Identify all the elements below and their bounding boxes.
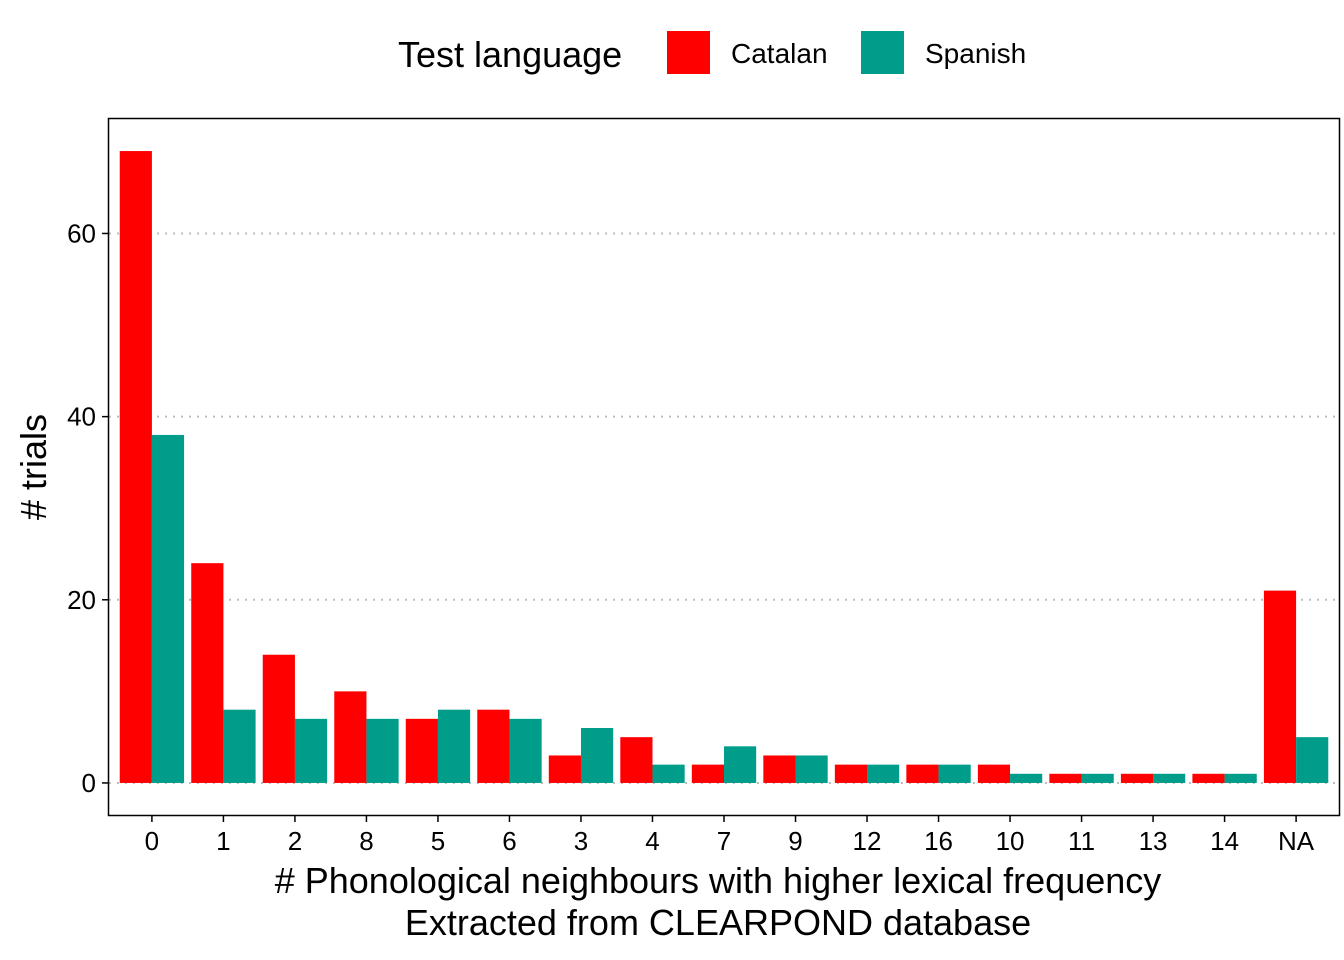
bar-spanish-16 bbox=[938, 764, 971, 783]
x-tick-label-12: 12 bbox=[853, 826, 882, 856]
x-tick-label-10: 10 bbox=[996, 826, 1025, 856]
bar-catalan-5 bbox=[405, 718, 438, 783]
y-axis-title: # trials bbox=[13, 414, 54, 520]
bar-catalan-12 bbox=[834, 764, 868, 783]
bar-catalan-11 bbox=[1049, 773, 1082, 783]
bar-catalan-9 bbox=[763, 755, 796, 783]
x-tick-label-9: 9 bbox=[788, 826, 802, 856]
legend-title: Test language bbox=[398, 34, 622, 75]
bar-catalan-3 bbox=[548, 755, 581, 783]
bar-spanish-1 bbox=[223, 709, 256, 783]
bar-spanish-2 bbox=[294, 718, 328, 783]
x-axis-title: # Phonological neighbours with higher le… bbox=[275, 860, 1162, 901]
bar-spanish-7 bbox=[724, 746, 757, 783]
x-tick-label-0: 0 bbox=[145, 826, 159, 856]
legend-swatch-spanish bbox=[861, 31, 904, 74]
legend-label-catalan: Catalan bbox=[731, 38, 828, 69]
x-axis-subtitle: Extracted from CLEARPOND database bbox=[405, 902, 1031, 943]
bar-catalan-16 bbox=[906, 764, 939, 783]
bar-spanish-11 bbox=[1081, 773, 1114, 783]
legend-swatch-catalan bbox=[667, 31, 710, 74]
bar-spanish-NA bbox=[1296, 737, 1329, 783]
bar-catalan-2 bbox=[262, 654, 295, 783]
bar-spanish-8 bbox=[366, 718, 399, 783]
y-tick-label-40: 40 bbox=[67, 402, 96, 432]
bar-catalan-NA bbox=[1263, 590, 1297, 783]
y-axis: 0 20 40 60 bbox=[67, 218, 109, 798]
legend-label-spanish: Spanish bbox=[925, 38, 1026, 69]
bar-spanish-3 bbox=[580, 728, 614, 783]
bar-spanish-9 bbox=[795, 755, 828, 783]
bar-spanish-0 bbox=[151, 434, 185, 783]
bar-spanish-14 bbox=[1224, 773, 1257, 783]
bar-catalan-1 bbox=[191, 563, 224, 783]
bar-spanish-13 bbox=[1153, 773, 1186, 783]
bar-catalan-6 bbox=[477, 709, 510, 783]
x-tick-label-NA: NA bbox=[1278, 826, 1315, 856]
x-tick-label-14: 14 bbox=[1210, 826, 1239, 856]
y-tick-label-20: 20 bbox=[67, 585, 96, 615]
x-tick-label-8: 8 bbox=[359, 826, 373, 856]
bar-catalan-13 bbox=[1120, 773, 1154, 783]
bar-catalan-7 bbox=[691, 764, 724, 783]
bar-catalan-8 bbox=[334, 691, 367, 783]
bar-spanish-4 bbox=[652, 764, 685, 783]
x-tick-label-6: 6 bbox=[502, 826, 516, 856]
x-tick-label-1: 1 bbox=[216, 826, 230, 856]
bar-spanish-5 bbox=[437, 709, 471, 783]
x-tick-label-3: 3 bbox=[574, 826, 588, 856]
bars bbox=[119, 151, 1329, 783]
y-tick-label-0: 0 bbox=[82, 768, 96, 798]
x-tick-label-4: 4 bbox=[645, 826, 659, 856]
x-tick-label-5: 5 bbox=[431, 826, 445, 856]
x-tick-label-2: 2 bbox=[288, 826, 302, 856]
bar-spanish-6 bbox=[509, 718, 542, 783]
x-tick-label-16: 16 bbox=[924, 826, 953, 856]
bar-spanish-12 bbox=[867, 764, 900, 783]
bar-spanish-10 bbox=[1010, 773, 1043, 783]
legend: Test language Catalan Spanish bbox=[398, 31, 1026, 75]
bar-catalan-10 bbox=[977, 764, 1011, 783]
y-tick-label-60: 60 bbox=[67, 218, 96, 248]
x-tick-label-13: 13 bbox=[1139, 826, 1168, 856]
bar-catalan-14 bbox=[1192, 773, 1225, 783]
bar-catalan-4 bbox=[620, 737, 653, 783]
x-axis: 0 1 2 8 5 6 3 4 7 9 12 16 10 11 13 14 NA bbox=[145, 815, 1315, 856]
x-tick-label-7: 7 bbox=[717, 826, 731, 856]
x-tick-label-11: 11 bbox=[1068, 826, 1095, 856]
bar-catalan-0 bbox=[119, 151, 152, 783]
